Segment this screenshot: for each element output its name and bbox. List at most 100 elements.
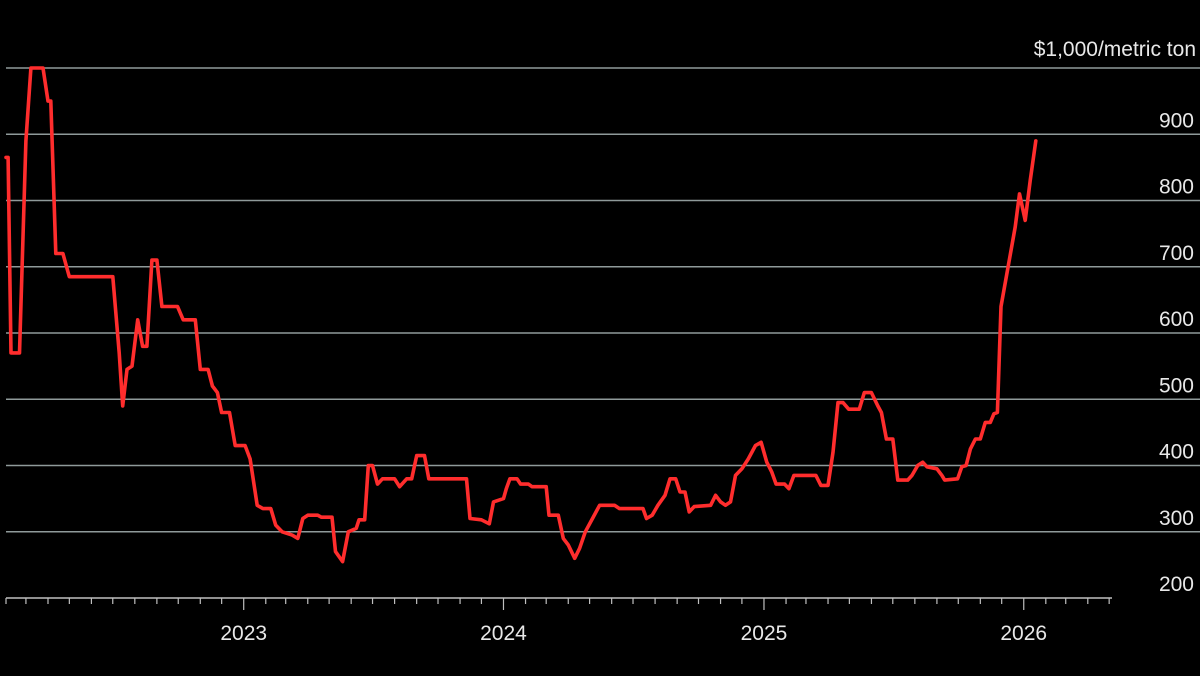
data-point [515,477,519,481]
data-point [141,344,145,348]
data-point [1023,219,1027,222]
series-line-0 [4,66,1038,564]
y-tick-label-500: 500 [1159,374,1194,397]
data-point [578,546,581,550]
data-point [956,477,959,481]
data-point [24,139,28,143]
data-point [160,305,164,308]
data-point [960,465,964,469]
y-tick-label-400: 400 [1159,441,1194,464]
data-point [943,478,947,482]
data-point [487,522,491,526]
data-point [9,351,13,355]
data-point [910,474,914,477]
data-point [330,515,334,519]
data-point [996,411,999,414]
data-point [117,351,121,355]
data-point [18,351,21,355]
data-point [363,518,367,522]
data-point [301,517,305,520]
data-point [724,503,727,507]
data-point [296,537,300,540]
data-point [346,530,350,534]
data-point [261,507,265,510]
data-point [674,477,678,481]
data-point [269,507,273,510]
data-point [598,503,601,507]
data-point [130,364,134,368]
data-point [656,503,660,507]
data-point [826,484,830,487]
data-point [354,527,358,530]
data-point [935,467,939,471]
data-point [480,518,483,522]
data-point [547,513,551,517]
data-point [465,477,468,481]
data-point [319,515,323,519]
data-point [896,478,900,482]
data-point [870,391,873,394]
data-point [519,482,522,486]
data-point [591,517,594,520]
y-tick-label-300: 300 [1159,507,1194,530]
data-point [255,503,259,507]
data-point [111,275,115,279]
data-point [754,444,757,447]
data-point [1013,225,1017,229]
data-point [916,464,920,467]
x-tick-label-2023: 2023 [220,622,267,645]
data-point [709,503,712,507]
data-point [783,482,786,486]
data-point [544,485,548,489]
data-point [831,450,835,454]
data-point [759,440,763,444]
data-point [341,560,344,563]
data-point [613,503,616,507]
data-point [841,401,845,404]
y-tick-label-600: 600 [1159,308,1194,331]
x-tick-label-2024: 2024 [480,622,527,645]
data-point [405,477,409,481]
data-point [61,252,65,255]
data-point [678,490,682,494]
data-point [891,437,895,441]
data-point [290,533,294,537]
data-point [885,437,888,441]
data-point [1006,265,1010,269]
x-tick-label-2026: 2026 [1000,622,1047,645]
data-point [121,404,125,408]
data-point [410,477,414,481]
data-point [857,407,861,411]
data-point [243,444,247,447]
data-point [556,513,560,517]
data-point [668,477,672,481]
data-point [393,477,396,481]
data-point [398,485,401,489]
data-point [819,484,823,487]
data-point [508,477,512,481]
data-point [233,444,237,447]
data-point [46,99,50,103]
data-point [714,493,717,497]
data-point [983,421,987,424]
data-point [770,470,774,474]
data-point [746,457,750,461]
data-point [176,305,179,308]
data-point [687,510,691,514]
data-point [787,487,791,491]
y-tick-label-700: 700 [1159,242,1194,265]
data-point [978,437,982,441]
data-point [334,550,337,553]
data-point [316,513,320,517]
data-point [211,384,214,388]
data-point [357,518,361,522]
data-point [925,465,929,469]
data-point [561,537,565,540]
data-point [136,318,140,322]
data-point [198,368,202,371]
data-point [527,482,530,486]
data-point [274,523,278,527]
data-point [49,99,53,103]
data-point [1028,179,1032,183]
